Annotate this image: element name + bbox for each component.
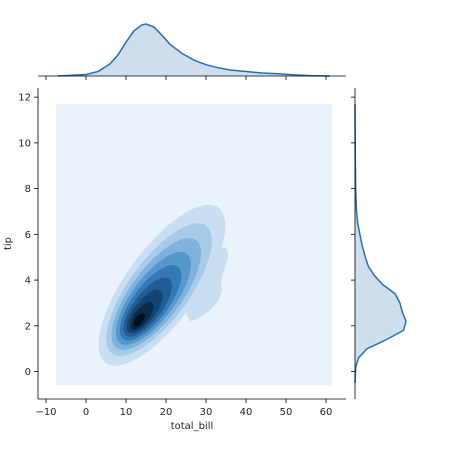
y-tick-label: 6 <box>25 230 31 241</box>
y-axis: 0 2 4 6 8 10 12 <box>18 93 38 378</box>
marginal-x-plot <box>38 23 346 80</box>
y-tick-label: 4 <box>25 276 31 287</box>
x-tick-label: 0 <box>83 407 89 418</box>
y-tick-label: 0 <box>25 367 31 378</box>
x-tick-label: 30 <box>200 407 213 418</box>
marginal-y-curve <box>354 103 407 384</box>
joint-spines <box>37 88 346 400</box>
marginal-y-fill <box>355 104 406 383</box>
y-axis-label: tip <box>3 237 14 250</box>
y-tick-label: 2 <box>25 321 31 332</box>
marginal-x-curve <box>57 23 331 77</box>
marginal-y-plot <box>351 88 407 399</box>
kde-contours <box>98 204 228 366</box>
x-tick-label: 50 <box>280 407 293 418</box>
x-axis: −10 0 10 20 30 40 50 60 <box>35 399 332 418</box>
x-tick-label: −10 <box>35 407 56 418</box>
marginal-x-ticks <box>38 75 346 80</box>
joint-plot: −10 0 10 20 30 40 50 60 0 2 4 6 8 10 12 total_bill ti… <box>3 88 346 432</box>
y-tick-label: 8 <box>25 184 31 195</box>
x-tick-label: 20 <box>160 407 173 418</box>
kde-contour-level-9 <box>133 313 145 328</box>
y-tick-label: 12 <box>18 93 31 104</box>
x-axis-label: total_bill <box>171 421 214 432</box>
x-tick-label: 40 <box>240 407 253 418</box>
marginal-x-fill <box>58 24 330 76</box>
x-tick-label: 10 <box>120 407 133 418</box>
y-tick-label: 10 <box>18 138 31 149</box>
marginal-y-ticks <box>351 88 356 399</box>
x-tick-label: 60 <box>320 407 333 418</box>
